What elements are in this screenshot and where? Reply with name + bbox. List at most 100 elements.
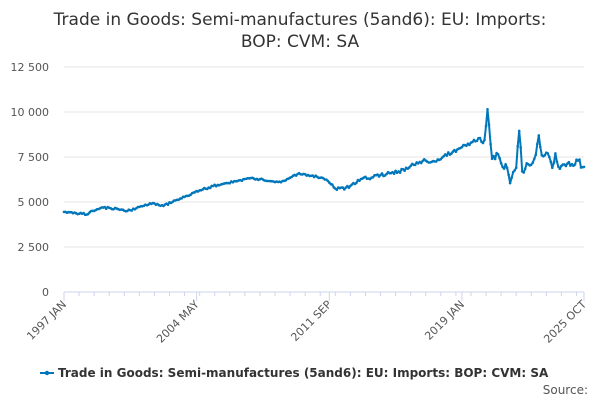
- data-point[interactable]: [516, 145, 519, 148]
- data-point[interactable]: [502, 167, 506, 170]
- data-point[interactable]: [486, 108, 489, 111]
- data-point[interactable]: [523, 167, 527, 170]
- data-point[interactable]: [403, 169, 406, 172]
- data-point[interactable]: [564, 164, 568, 168]
- data-point[interactable]: [331, 183, 334, 186]
- data-point[interactable]: [454, 150, 458, 153]
- data-point[interactable]: [514, 166, 518, 170]
- data-point[interactable]: [582, 165, 586, 169]
- data-point[interactable]: [517, 129, 521, 133]
- chart-title-line-2: BOP: CVM: SA: [241, 32, 360, 52]
- data-point[interactable]: [573, 163, 577, 166]
- data-point[interactable]: [536, 142, 539, 146]
- data-point[interactable]: [498, 156, 501, 160]
- data-point[interactable]: [481, 141, 485, 145]
- data-point[interactable]: [557, 165, 560, 169]
- data-point[interactable]: [496, 153, 500, 156]
- data-point[interactable]: [86, 212, 90, 216]
- series-line: [64, 108, 585, 216]
- data-point[interactable]: [442, 154, 446, 158]
- data-point[interactable]: [465, 144, 468, 148]
- data-point[interactable]: [484, 124, 488, 128]
- data-point[interactable]: [409, 164, 413, 168]
- data-point[interactable]: [534, 153, 538, 156]
- data-point[interactable]: [478, 136, 482, 140]
- data-point[interactable]: [558, 167, 562, 170]
- data-point[interactable]: [445, 154, 449, 157]
- data-point[interactable]: [435, 160, 438, 163]
- data-point[interactable]: [543, 153, 547, 157]
- legend-label: Trade in Goods: Semi-manufactures (5and6…: [58, 366, 549, 380]
- data-point[interactable]: [394, 169, 397, 173]
- data-point[interactable]: [341, 186, 345, 189]
- data-point[interactable]: [578, 158, 581, 161]
- data-point[interactable]: [551, 166, 554, 170]
- data-point[interactable]: [347, 186, 351, 190]
- data-point[interactable]: [376, 173, 379, 176]
- data-point[interactable]: [392, 172, 396, 175]
- data-point[interactable]: [504, 163, 507, 166]
- data-point[interactable]: [355, 181, 358, 185]
- data-point[interactable]: [346, 184, 349, 188]
- data-point[interactable]: [508, 181, 512, 185]
- legend-marker-icon: [44, 370, 50, 376]
- data-point[interactable]: [507, 173, 510, 176]
- data-point[interactable]: [471, 140, 474, 144]
- data-point[interactable]: [539, 145, 542, 149]
- data-point[interactable]: [460, 145, 464, 149]
- data-point[interactable]: [398, 171, 402, 174]
- series-layer: [62, 108, 586, 217]
- data-point[interactable]: [529, 163, 533, 166]
- data-point[interactable]: [552, 161, 556, 164]
- data-point[interactable]: [554, 152, 557, 155]
- data-point[interactable]: [413, 163, 417, 167]
- data-point[interactable]: [548, 155, 551, 159]
- x-axis: 1997 JAN 2004 MAY 2011 SEP 2019 JAN 2025 OCT: [24, 291, 589, 346]
- data-point[interactable]: [489, 142, 492, 146]
- data-point[interactable]: [385, 172, 388, 176]
- data-point[interactable]: [567, 160, 571, 164]
- y-tick-label: 7 500: [18, 151, 50, 164]
- data-point[interactable]: [419, 161, 423, 165]
- data-point[interactable]: [483, 138, 486, 142]
- data-point[interactable]: [510, 176, 513, 179]
- data-point[interactable]: [371, 175, 375, 179]
- data-point[interactable]: [490, 157, 494, 161]
- data-point[interactable]: [537, 134, 541, 137]
- data-point[interactable]: [468, 143, 471, 147]
- data-point[interactable]: [475, 139, 479, 143]
- data-point[interactable]: [358, 179, 361, 183]
- data-point[interactable]: [531, 161, 535, 164]
- data-point[interactable]: [343, 188, 346, 191]
- data-point[interactable]: [493, 157, 497, 161]
- data-point[interactable]: [380, 172, 384, 175]
- data-point[interactable]: [511, 170, 515, 174]
- data-point[interactable]: [546, 152, 550, 155]
- data-point[interactable]: [549, 160, 553, 163]
- data-point[interactable]: [364, 175, 367, 179]
- data-point[interactable]: [407, 166, 411, 169]
- data-point[interactable]: [492, 154, 495, 158]
- data-point[interactable]: [519, 146, 522, 149]
- data-point[interactable]: [130, 209, 134, 212]
- data-point[interactable]: [335, 188, 339, 192]
- data-point[interactable]: [533, 157, 536, 161]
- data-point[interactable]: [326, 179, 330, 183]
- data-point[interactable]: [522, 171, 525, 174]
- data-point[interactable]: [450, 152, 453, 155]
- data-point[interactable]: [82, 211, 85, 215]
- x-tick-label: 2004 MAY: [154, 298, 202, 346]
- data-point[interactable]: [505, 166, 509, 170]
- data-point[interactable]: [487, 123, 491, 126]
- x-tick-label: 2011 SEP: [288, 298, 334, 344]
- legend[interactable]: Trade in Goods: Semi-manufactures (5and6…: [40, 366, 549, 380]
- data-point[interactable]: [499, 161, 503, 165]
- data-point[interactable]: [166, 203, 170, 206]
- data-point[interactable]: [501, 165, 504, 169]
- data-point[interactable]: [228, 181, 232, 185]
- y-tick-label: 10 000: [11, 106, 50, 119]
- data-point[interactable]: [447, 151, 450, 154]
- data-point[interactable]: [208, 186, 212, 190]
- data-point[interactable]: [555, 160, 559, 163]
- data-point[interactable]: [513, 169, 516, 172]
